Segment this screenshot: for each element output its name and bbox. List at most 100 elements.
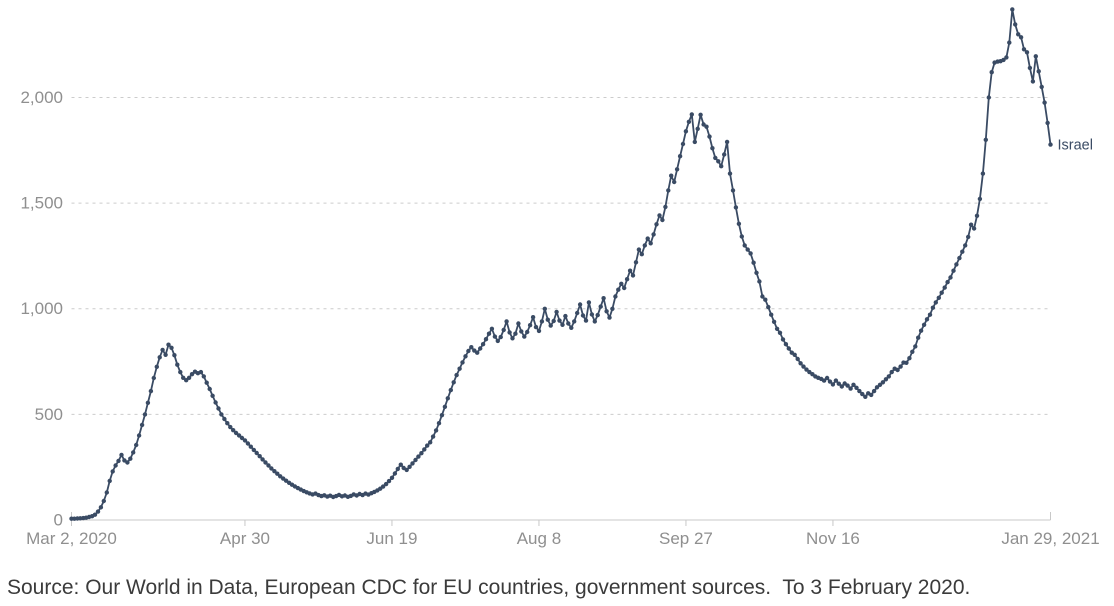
data-point [439, 413, 445, 418]
data-point [516, 321, 521, 326]
data-point [510, 336, 515, 341]
data-point [139, 422, 145, 428]
x-axis: Mar 2, 2020 Apr 30 Jun 19 Aug 8 Sep 27 Nov 16… [26, 512, 1100, 548]
data-point [780, 337, 786, 342]
data-point [619, 281, 624, 286]
data-point [225, 421, 230, 426]
data-point [204, 380, 209, 385]
data-point [586, 300, 592, 305]
x-tick-label: Jun 19 [366, 529, 417, 548]
data-point [754, 270, 759, 275]
data-point [101, 498, 107, 504]
data-point [630, 273, 636, 278]
data-point [760, 294, 765, 299]
data-point [951, 268, 956, 273]
data-point [604, 309, 609, 314]
data-point [104, 490, 110, 495]
data-point [792, 352, 797, 357]
data-point [445, 396, 450, 401]
data-point [936, 295, 941, 300]
data-point [116, 458, 121, 464]
data-point [1018, 35, 1024, 40]
chart-area: 0 500 1,000 1,500 2,000 Mar 2, 2020 Apr 30 Jun… [0, 0, 1114, 560]
gridlines [71, 97, 1051, 415]
data-point [566, 321, 571, 326]
data-point [542, 306, 547, 311]
data-point [475, 350, 480, 355]
data-point [904, 360, 909, 365]
data-point [236, 433, 242, 438]
data-point [633, 260, 639, 265]
data-point [736, 221, 742, 226]
data-point [871, 388, 877, 394]
series-end-label-text: Israel [1058, 138, 1093, 154]
data-point [536, 328, 542, 334]
data-point [986, 95, 991, 100]
data-point [422, 447, 427, 452]
data-point [592, 319, 597, 324]
data-point [166, 342, 171, 347]
data-point [275, 471, 280, 476]
data-point [663, 204, 668, 210]
data-point [242, 438, 248, 443]
data-point [1013, 22, 1018, 27]
data-point [845, 383, 850, 388]
data-point [548, 323, 553, 328]
data-point [851, 382, 856, 387]
data-point [910, 349, 915, 354]
data-point [457, 366, 462, 371]
data-point [107, 478, 112, 484]
data-point [863, 394, 868, 399]
data-point [251, 447, 256, 453]
data-point [977, 196, 983, 202]
data-point [186, 375, 192, 380]
x-tick-label: Mar 2, 2020 [26, 529, 117, 548]
data-point [848, 386, 853, 391]
data-point [222, 416, 227, 422]
data-point [454, 372, 459, 378]
data-point [1045, 120, 1050, 126]
data-point [971, 226, 977, 231]
data-point [874, 385, 880, 390]
data-point [727, 171, 733, 176]
data-point [572, 319, 577, 324]
data-point [968, 222, 974, 227]
data-point [739, 234, 744, 239]
data-point [501, 327, 506, 333]
data-point [795, 356, 800, 362]
data-point [583, 318, 589, 323]
data-point [1016, 32, 1021, 37]
data-point [722, 152, 727, 157]
y-tick-label: 500 [35, 405, 63, 424]
line-chart[interactable]: 0 500 1,000 1,500 2,000 Mar 2, 2020 Apr 30 Jun… [0, 0, 1114, 560]
data-point [1030, 79, 1036, 84]
data-point [178, 369, 183, 375]
data-point [610, 306, 615, 311]
data-point [451, 380, 456, 385]
data-point [916, 335, 921, 340]
y-tick-label: 1,500 [20, 194, 63, 213]
data-point [263, 460, 268, 465]
data-point [98, 505, 104, 510]
data-point [921, 322, 927, 327]
data-point [589, 312, 595, 317]
data-point [260, 457, 265, 462]
data-point [836, 381, 841, 386]
data-point [933, 300, 938, 305]
data-point [145, 400, 151, 405]
data-point [466, 348, 471, 354]
data-point [554, 309, 559, 315]
data-point [766, 304, 771, 310]
data-point [710, 146, 715, 151]
israel-line-series [69, 7, 1053, 521]
data-point [533, 324, 539, 330]
data-point [730, 188, 736, 193]
data-point [963, 243, 968, 248]
data-point [642, 243, 647, 248]
data-point [92, 512, 98, 517]
data-point [748, 251, 753, 256]
data-point [233, 430, 239, 436]
data-point [1036, 69, 1041, 74]
data-point [674, 167, 680, 172]
data-point [889, 369, 894, 375]
